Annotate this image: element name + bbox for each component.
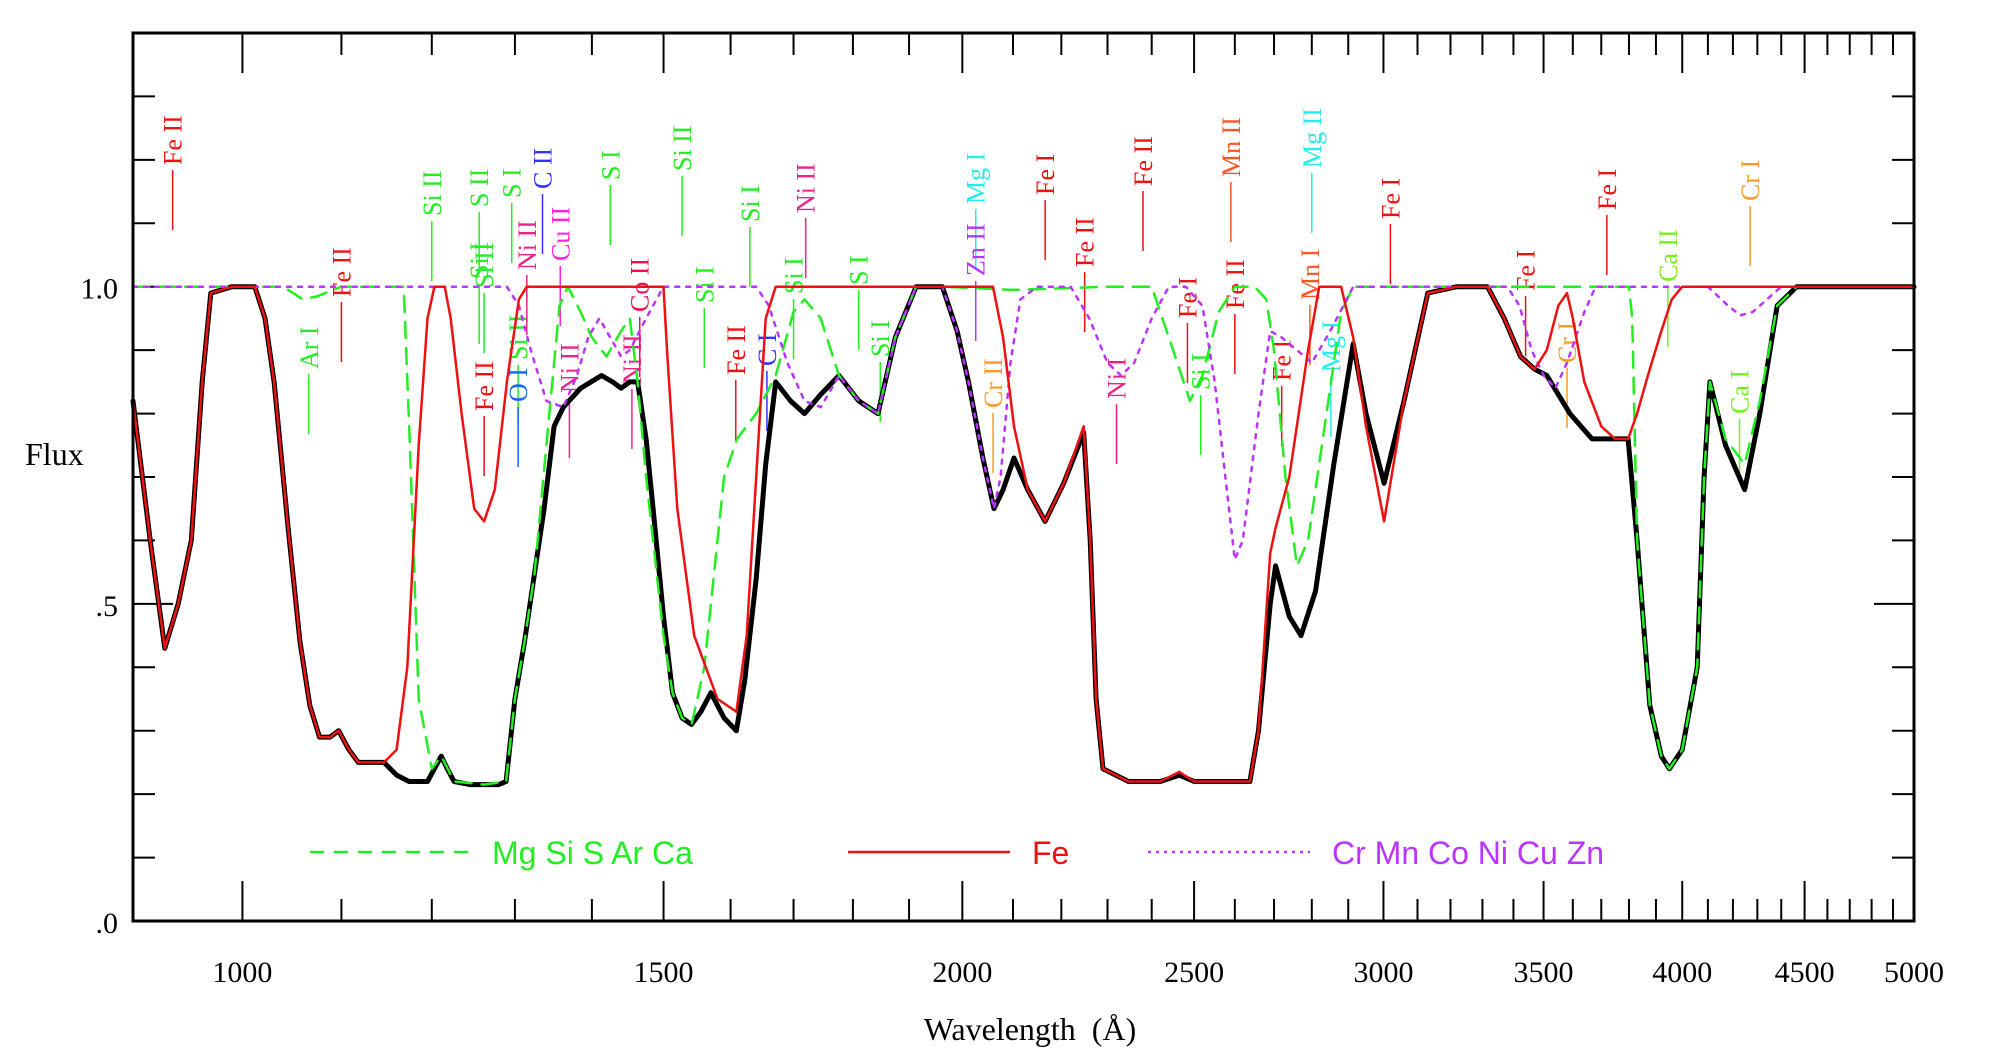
legend-label: Fe: [1032, 835, 1069, 871]
line-label: Mn II: [1217, 117, 1246, 177]
line-label: Fe I: [1376, 178, 1405, 219]
legend-label: Mg Si S Ar Ca: [492, 835, 693, 871]
line-label: C II: [529, 148, 558, 189]
y-axis-title: Flux: [25, 436, 84, 472]
x-tick-label: 4500: [1775, 956, 1835, 989]
x-tick-label: 5000: [1884, 956, 1944, 989]
x-tick-label: 2500: [1164, 956, 1224, 989]
y-tick-labels: .0 .5 1.0: [81, 273, 119, 940]
x-tick-labels: 1000 1500 2000 2500 3000 3500 4000 4500 5000: [212, 956, 1944, 989]
line-label: Ni II: [513, 220, 542, 270]
line-label: Si II: [668, 126, 697, 172]
line-label: Fe II: [1071, 217, 1100, 267]
line-label: Si II: [470, 243, 499, 289]
x-tick-label: 3000: [1353, 956, 1413, 989]
line-label: S II: [465, 169, 494, 207]
line-label: Cr I: [1736, 160, 1765, 201]
line-label: Ca I: [1726, 370, 1755, 414]
line-label: Mg II: [1298, 108, 1327, 168]
line-label: Fe I: [1593, 169, 1622, 210]
line-label: Fe I: [1512, 250, 1541, 291]
line-label: Fe I: [1173, 277, 1202, 318]
line-label: Co II: [626, 258, 655, 312]
line-label: Mn I: [1296, 249, 1325, 300]
line-label: Si I: [465, 242, 494, 279]
line-label: Fe I: [1031, 154, 1060, 195]
legend-label: Cr Mn Co Ni Cu Zn: [1332, 835, 1604, 871]
line-label: Fe II: [327, 247, 356, 297]
line-label: Ni I: [1102, 358, 1131, 399]
line-label: Fe II: [722, 325, 751, 375]
series-lines: [130, 284, 1917, 788]
legend: Mg Si S Ar Ca Fe Cr Mn Co Ni Cu Zn: [310, 835, 1604, 871]
x-tick-label: 1000: [212, 956, 272, 989]
line-label: Cr II: [979, 358, 1008, 408]
series-line-total: [130, 284, 1917, 788]
line-label: C I: [753, 334, 782, 367]
line-label: Mg I: [962, 153, 991, 204]
x-tick-label: 3500: [1514, 956, 1574, 989]
x-tick-label: 2000: [932, 956, 992, 989]
x-axis-title: Wavelength (Å): [924, 1011, 1136, 1047]
line-label: Fe II: [1129, 136, 1158, 186]
line-label: S I: [596, 150, 625, 180]
line-label: Cu II: [546, 207, 575, 261]
x-tick-label: 4000: [1652, 956, 1712, 989]
series-line-mg-si-s-ar-ca: [131, 285, 1916, 786]
line-label: Fe II: [470, 361, 499, 411]
line-label: Ni II: [618, 334, 647, 384]
series-line-cr-mn-co-ni-cu-zn: [131, 285, 1916, 561]
y-tick-label: .0: [96, 907, 119, 940]
y-tick-label: .5: [96, 590, 119, 623]
line-label: Ni II: [555, 343, 584, 393]
line-label: S I: [498, 168, 527, 198]
line-label: Si I: [736, 185, 765, 222]
line-label: Si II: [418, 171, 447, 217]
y-tick-label: 1.0: [81, 273, 119, 306]
line-label: Si I: [780, 257, 809, 294]
x-tick-label: 1500: [634, 956, 694, 989]
plot-frame: [131, 31, 1916, 923]
line-label: Ca II: [1654, 229, 1683, 282]
series-line-fe: [131, 285, 1916, 783]
line-label: Fe II: [159, 115, 188, 165]
line-label: S I: [845, 255, 874, 285]
line-label: Ni II: [792, 163, 821, 213]
line-label: Si I: [690, 266, 719, 303]
line-label: Ar I: [295, 326, 324, 369]
line-label: Si II: [504, 315, 533, 361]
line-label: Zn II: [962, 223, 991, 276]
